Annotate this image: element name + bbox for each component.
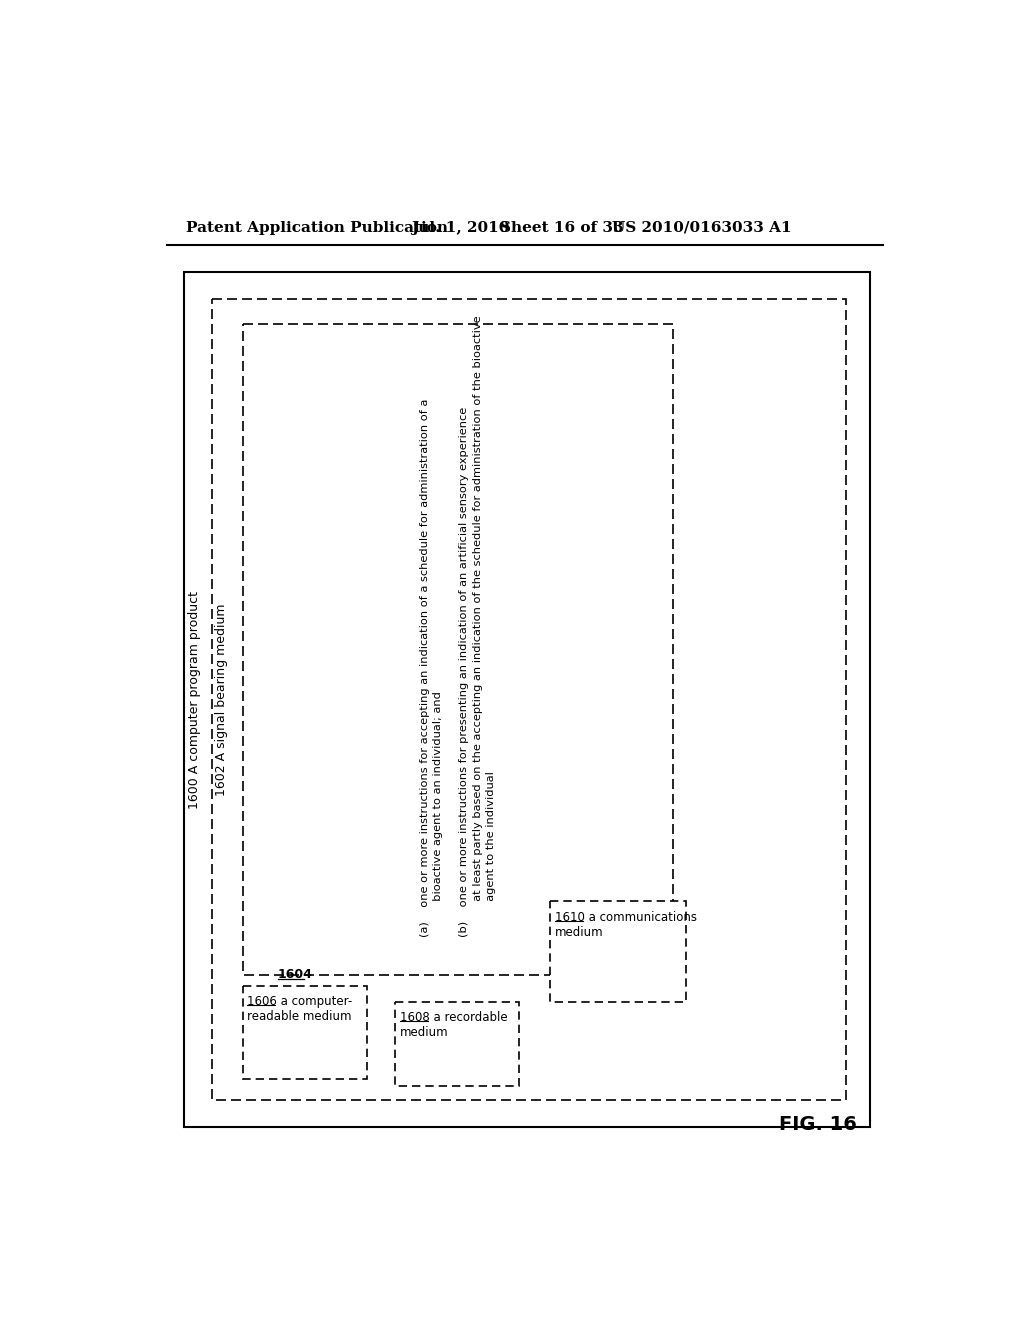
- Text: 1600 A computer program product: 1600 A computer program product: [188, 591, 201, 809]
- Text: FIG. 16: FIG. 16: [779, 1115, 857, 1134]
- Text: 1604: 1604: [278, 969, 312, 982]
- Bar: [243, 323, 673, 974]
- Bar: [395, 1002, 519, 1086]
- Text: Sheet 16 of 33: Sheet 16 of 33: [500, 220, 624, 235]
- Text: Jul. 1, 2010: Jul. 1, 2010: [411, 220, 509, 235]
- Text: 1608 a recordable
medium: 1608 a recordable medium: [400, 1011, 508, 1039]
- Text: 1610 a communications
medium: 1610 a communications medium: [555, 911, 697, 939]
- Bar: [550, 902, 686, 1002]
- Bar: [243, 986, 367, 1078]
- Text: Patent Application Publication: Patent Application Publication: [186, 220, 449, 235]
- Text: US 2010/0163033 A1: US 2010/0163033 A1: [612, 220, 792, 235]
- Text: 1606 a computer-
readable medium: 1606 a computer- readable medium: [248, 995, 352, 1023]
- Text: 1602 A signal bearing medium: 1602 A signal bearing medium: [215, 603, 228, 796]
- Bar: [212, 300, 846, 1100]
- Text: (a)    one or more instructions for accepting an indication of a schedule for ad: (a) one or more instructions for accepti…: [420, 315, 496, 937]
- Bar: [183, 272, 869, 1127]
